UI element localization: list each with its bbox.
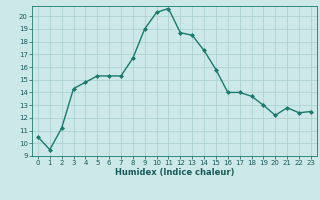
X-axis label: Humidex (Indice chaleur): Humidex (Indice chaleur) — [115, 168, 234, 177]
